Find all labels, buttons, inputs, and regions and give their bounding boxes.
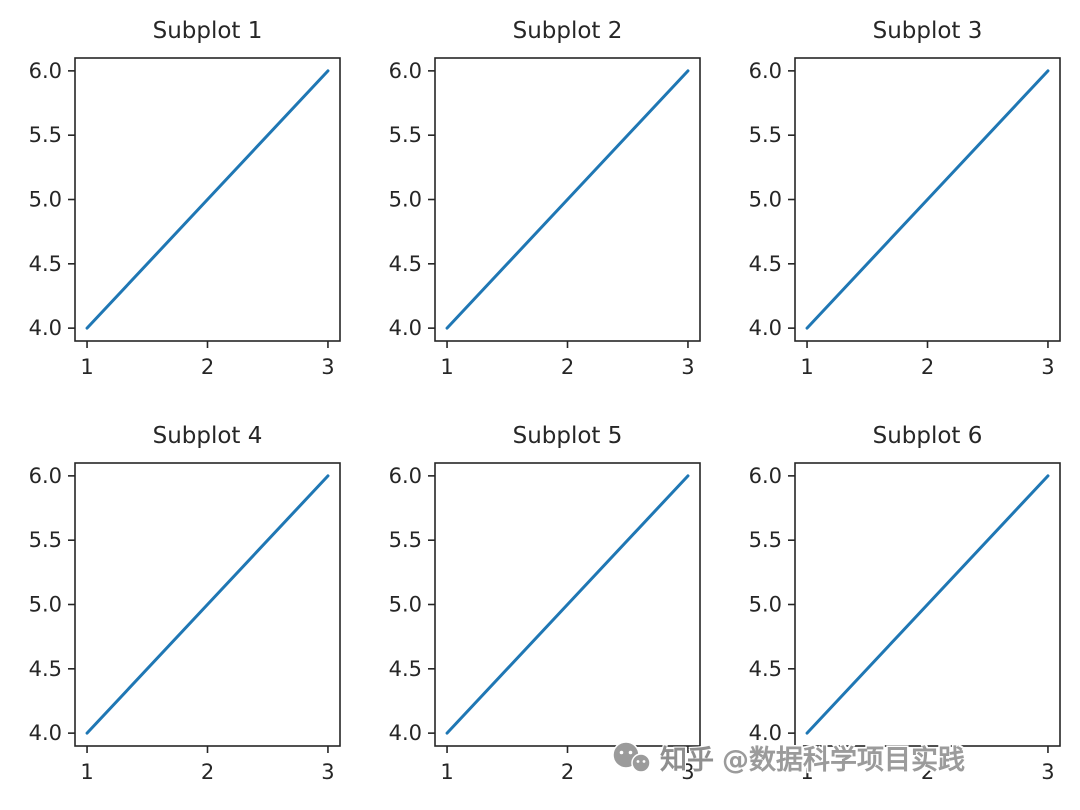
svg-text:4.5: 4.5: [29, 657, 62, 681]
svg-text:1: 1: [800, 355, 813, 379]
subplot-4-axes: 1 2 3 4.0 4.5 5.0 5.5 6.0: [29, 462, 341, 784]
svg-text:3: 3: [1041, 760, 1054, 784]
svg-text:5.0: 5.0: [389, 593, 422, 617]
svg-text:5.0: 5.0: [29, 188, 62, 212]
svg-text:4.0: 4.0: [749, 316, 782, 340]
watermark: 知乎 @数据科学项目实践: [612, 738, 965, 777]
svg-text:5.0: 5.0: [749, 593, 782, 617]
svg-text:6.0: 6.0: [749, 59, 782, 83]
svg-text:2: 2: [561, 760, 574, 784]
subplot-6-axes: 1 2 3 4.0 4.5 5.0 5.5 6.0: [749, 462, 1061, 784]
svg-text:1: 1: [80, 760, 93, 784]
svg-text:6.0: 6.0: [749, 464, 782, 488]
svg-text:4.0: 4.0: [29, 721, 62, 745]
subplot-5-axes: 1 2 3 4.0 4.5 5.0 5.5 6.0: [389, 462, 701, 784]
svg-text:2: 2: [921, 760, 934, 784]
svg-text:4.0: 4.0: [29, 316, 62, 340]
subplot-4-title: Subplot 4: [152, 423, 263, 449]
svg-text:3: 3: [1041, 355, 1054, 379]
svg-text:3: 3: [681, 355, 694, 379]
svg-text:6.0: 6.0: [29, 464, 62, 488]
subplot-2: Subplot 2 1 2 3 4.0 4.5 5.0 5.5 6.0: [360, 0, 720, 405]
subplot-1-axes: 1 2 3 4.0 4.5 5.0 5.5 6.0: [29, 57, 341, 379]
svg-text:4.5: 4.5: [29, 252, 62, 276]
svg-text:5.5: 5.5: [389, 528, 422, 552]
svg-text:2: 2: [561, 355, 574, 379]
svg-text:3: 3: [321, 760, 334, 784]
subplot-1-title: Subplot 1: [152, 18, 263, 44]
svg-text:1: 1: [80, 355, 93, 379]
subplot-2-title: Subplot 2: [512, 18, 623, 44]
svg-text:5.5: 5.5: [749, 123, 782, 147]
svg-text:1: 1: [440, 355, 453, 379]
svg-text:6.0: 6.0: [29, 59, 62, 83]
subplot-3-axes: 1 2 3 4.0 4.5 5.0 5.5 6.0: [749, 57, 1061, 379]
svg-text:4.5: 4.5: [389, 657, 422, 681]
svg-text:5.5: 5.5: [749, 528, 782, 552]
svg-text:4.5: 4.5: [749, 657, 782, 681]
subplot-5-title: Subplot 5: [512, 423, 623, 449]
subplot-5: Subplot 5 1 2 3 4.0 4.5 5.0 5.5 6.0: [360, 405, 720, 810]
subplot-1: Subplot 1 1 2 3 4.0 4.5 5.0 5.5 6.0: [0, 0, 360, 405]
svg-text:2: 2: [201, 760, 214, 784]
svg-text:4.5: 4.5: [389, 252, 422, 276]
watermark-source-label: 知乎: [660, 745, 714, 776]
subplot-3: Subplot 3 1 2 3 4.0 4.5 5.0 5.5 6.0: [720, 0, 1080, 405]
svg-text:6.0: 6.0: [389, 464, 422, 488]
subplot-2-axes: 1 2 3 4.0 4.5 5.0 5.5 6.0: [389, 57, 701, 379]
svg-text:5.5: 5.5: [29, 123, 62, 147]
svg-text:1: 1: [800, 760, 813, 784]
svg-text:1: 1: [440, 760, 453, 784]
svg-text:2: 2: [921, 355, 934, 379]
svg-text:3: 3: [321, 355, 334, 379]
svg-text:5.5: 5.5: [389, 123, 422, 147]
subplot-6-title: Subplot 6: [872, 423, 983, 449]
svg-text:4.0: 4.0: [389, 316, 422, 340]
svg-text:6.0: 6.0: [389, 59, 422, 83]
subplot-3-title: Subplot 3: [872, 18, 983, 44]
svg-text:4.5: 4.5: [749, 252, 782, 276]
subplot-6: Subplot 6 1 2 3 4.0 4.5 5.0 5.5 6.0: [720, 405, 1080, 810]
svg-text:5.0: 5.0: [389, 188, 422, 212]
svg-text:2: 2: [201, 355, 214, 379]
svg-text:5.0: 5.0: [29, 593, 62, 617]
watermark-account-label: @数据科学项目实践: [722, 745, 965, 776]
svg-text:5.0: 5.0: [749, 188, 782, 212]
subplot-4: Subplot 4 1 2 3 4.0 4.5 5.0 5.5 6.0: [0, 405, 360, 810]
svg-text:4.0: 4.0: [749, 721, 782, 745]
wechat-icon: [612, 740, 652, 775]
svg-text:3: 3: [681, 760, 694, 784]
svg-text:4.0: 4.0: [389, 721, 422, 745]
svg-text:5.5: 5.5: [29, 528, 62, 552]
